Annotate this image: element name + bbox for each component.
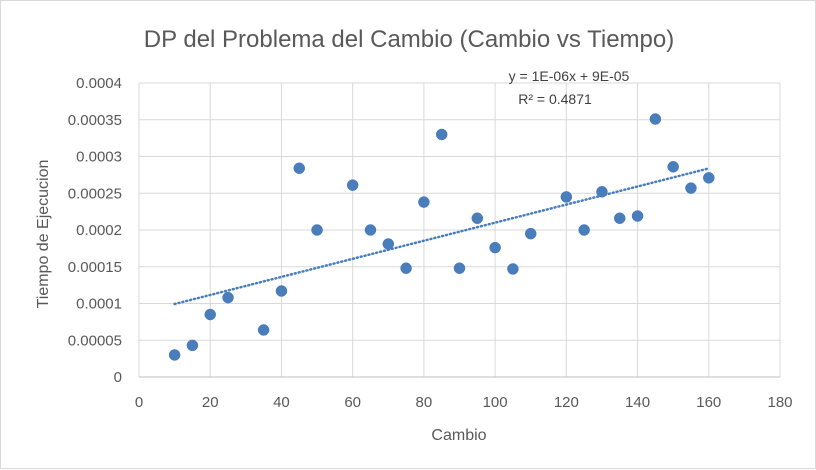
data-point <box>275 285 288 297</box>
data-point <box>293 162 305 175</box>
data-point <box>596 186 608 198</box>
data-point <box>631 210 644 222</box>
data-point <box>382 238 395 250</box>
chart-title: DP del Problema del Cambio (Cambio vs Ti… <box>144 26 674 53</box>
data-point <box>186 339 199 352</box>
data-point <box>222 291 234 304</box>
data-point <box>453 262 466 274</box>
data-point <box>524 227 537 240</box>
data-point <box>257 324 270 336</box>
x-tick-label: 60 <box>344 394 361 411</box>
y-tick-label: 0.00005 <box>68 332 122 349</box>
x-tick-label: 0 <box>135 394 143 411</box>
data-points <box>168 113 715 361</box>
x-axis-title: Cambio <box>431 427 486 444</box>
data-point <box>507 263 519 275</box>
x-tick-labels: 0 20 40 60 80 100 120 140 160 180 <box>135 394 793 411</box>
data-point <box>168 349 181 361</box>
x-tick-label: 100 <box>483 394 508 411</box>
y-tick-label: 0.00015 <box>68 259 122 276</box>
x-tick-label: 160 <box>696 394 721 411</box>
trendline <box>173 167 711 306</box>
data-point <box>614 212 626 224</box>
data-point <box>400 262 412 274</box>
x-tick-label: 40 <box>273 394 290 411</box>
x-tick-label: 140 <box>625 394 650 411</box>
data-point <box>649 113 662 125</box>
data-point <box>667 161 679 173</box>
data-point <box>346 179 359 191</box>
data-point <box>471 212 484 224</box>
y-tick-label: 0.0003 <box>76 149 122 166</box>
y-tick-label: 0.0001 <box>76 296 122 313</box>
data-point <box>364 224 377 236</box>
data-point <box>703 172 715 184</box>
data-point <box>435 128 448 141</box>
data-point <box>418 196 430 208</box>
x-tick-label: 180 <box>767 394 792 411</box>
gridlines <box>138 82 781 378</box>
y-tick-label: 0 <box>114 369 122 386</box>
trendline-r-squared: R² = 0.4871 <box>518 91 592 107</box>
y-tick-label: 0.00025 <box>68 185 122 202</box>
y-tick-label: 0.0002 <box>76 222 122 239</box>
y-tick-label: 0.00035 <box>68 112 122 129</box>
y-axis-title: Tiempo de Ejecucion <box>35 160 52 309</box>
data-point <box>311 224 323 236</box>
data-point <box>578 224 590 236</box>
data-point <box>560 191 573 203</box>
data-point <box>204 308 216 321</box>
trendline-equation: y = 1E-06x + 9E-05 <box>509 68 630 84</box>
y-tick-label: 0.0004 <box>76 75 122 92</box>
x-tick-label: 20 <box>202 394 219 411</box>
data-point <box>489 241 501 254</box>
x-tick-label: 80 <box>416 394 433 411</box>
y-tick-labels: 0 0.00005 0.0001 0.00015 0.0002 0.00025 0.0003… <box>68 75 122 386</box>
x-tick-label: 120 <box>554 394 579 411</box>
data-point <box>685 182 697 194</box>
